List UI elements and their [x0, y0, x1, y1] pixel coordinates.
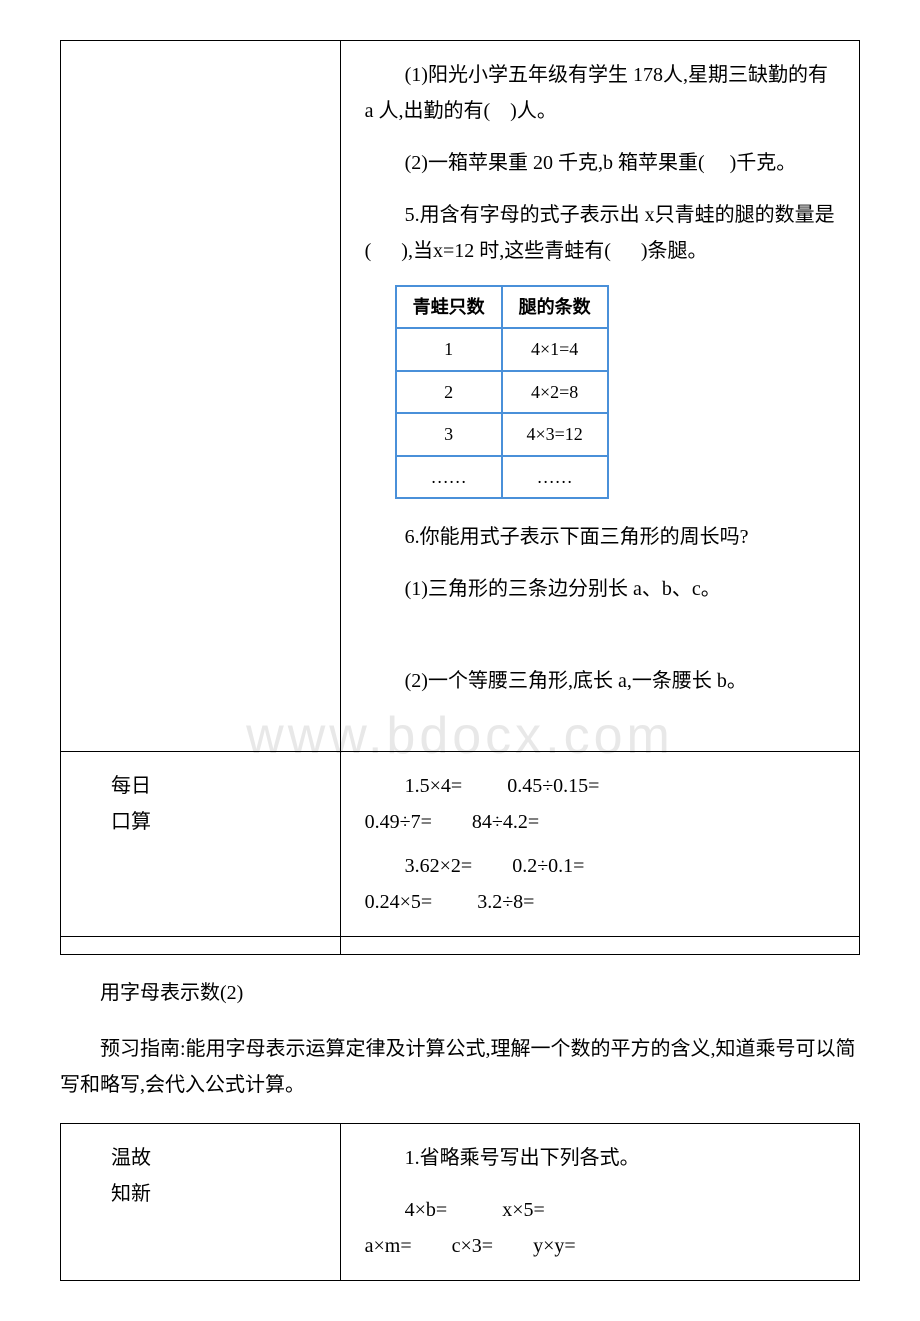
main-table-1: (1)阳光小学五年级有学生 178人,星期三缺勤的有 a 人,出勤的有( )人。…	[60, 40, 860, 955]
daily-label-1: 每日	[111, 768, 316, 804]
review-title: 1.省略乘号写出下列各式。	[365, 1140, 835, 1176]
frog-cell: 3	[396, 413, 502, 455]
calc-line: 0.24×5= 3.2÷8=	[365, 884, 835, 920]
daily-label-2: 口算	[111, 804, 316, 840]
table-row: 温故 知新 1.省略乘号写出下列各式。 4×b= x×5= a×m= c×3= …	[61, 1123, 860, 1280]
review-label-2: 知新	[111, 1176, 316, 1212]
calc-line: 0.49÷7= 84÷4.2=	[365, 804, 835, 840]
calc-line: 1.5×4= 0.45÷0.15=	[365, 768, 835, 804]
review-line: a×m= c×3= y×y=	[365, 1228, 835, 1264]
review-label-1: 温故	[111, 1140, 316, 1176]
calc-line: 3.62×2= 0.2÷0.1=	[365, 848, 835, 884]
problem-2: (2)一箱苹果重 20 千克,b 箱苹果重( )千克。	[365, 145, 835, 181]
left-cell-review: 温故 知新	[61, 1123, 341, 1280]
table-row: (1)阳光小学五年级有学生 178人,星期三缺勤的有 a 人,出勤的有( )人。…	[61, 41, 860, 752]
table-row: 青蛙只数 腿的条数	[396, 286, 608, 328]
empty-cell	[61, 936, 341, 954]
problem-1: (1)阳光小学五年级有学生 178人,星期三缺勤的有 a 人,出勤的有( )人。	[365, 57, 835, 129]
table-row: 1 4×1=4	[396, 328, 608, 370]
problem-4: 6.你能用式子表示下面三角形的周长吗?	[365, 519, 835, 555]
review-line: 4×b= x×5=	[365, 1192, 835, 1228]
frog-cell: 2	[396, 371, 502, 413]
frog-header-count: 青蛙只数	[396, 286, 502, 328]
frog-cell: 1	[396, 328, 502, 370]
frog-cell: 4×1=4	[502, 328, 608, 370]
main-table-2: 温故 知新 1.省略乘号写出下列各式。 4×b= x×5= a×m= c×3= …	[60, 1123, 860, 1281]
right-cell-problems: (1)阳光小学五年级有学生 178人,星期三缺勤的有 a 人,出勤的有( )人。…	[340, 41, 859, 752]
frog-cell: 4×2=8	[502, 371, 608, 413]
empty-cell	[340, 936, 859, 954]
frog-cell: ……	[396, 456, 502, 498]
table-row: …… ……	[396, 456, 608, 498]
problem-5: (1)三角形的三条边分别长 a、b、c。	[365, 571, 835, 607]
frog-cell: 4×3=12	[502, 413, 608, 455]
table-row: 每日 口算 1.5×4= 0.45÷0.15= 0.49÷7= 84÷4.2= …	[61, 751, 860, 936]
left-cell-daily: 每日 口算	[61, 751, 341, 936]
left-cell-problems	[61, 41, 341, 752]
problem-3: 5.用含有字母的式子表示出 x只青蛙的腿的数量是( ),当x=12 时,这些青蛙…	[365, 197, 835, 269]
section-title: 用字母表示数(2)	[60, 975, 860, 1011]
table-row	[61, 936, 860, 954]
table-row: 3 4×3=12	[396, 413, 608, 455]
frog-table: 青蛙只数 腿的条数 1 4×1=4 2 4×2=8 3 4×3=12 ……	[395, 285, 609, 499]
problem-6: (2)一个等腰三角形,底长 a,一条腰长 b。	[365, 663, 835, 699]
table-row: 2 4×2=8	[396, 371, 608, 413]
right-cell-review: 1.省略乘号写出下列各式。 4×b= x×5= a×m= c×3= y×y=	[340, 1123, 859, 1280]
section-desc: 预习指南:能用字母表示运算定律及计算公式,理解一个数的平方的含义,知道乘号可以简…	[60, 1031, 860, 1103]
frog-cell: ……	[502, 456, 608, 498]
right-cell-daily: 1.5×4= 0.45÷0.15= 0.49÷7= 84÷4.2= 3.62×2…	[340, 751, 859, 936]
frog-header-legs: 腿的条数	[502, 286, 608, 328]
